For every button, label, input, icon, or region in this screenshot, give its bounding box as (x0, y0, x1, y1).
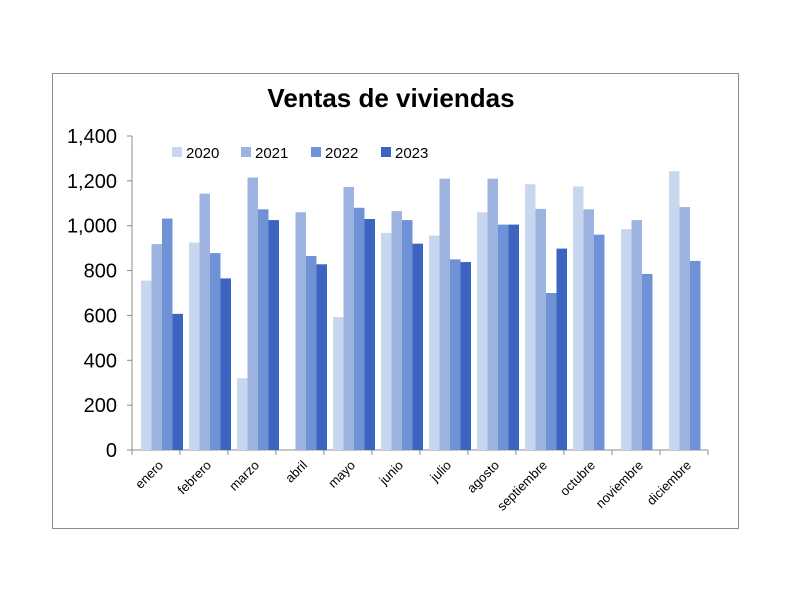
bar-2022-diciembre (690, 260, 701, 450)
bar-2020-julio (429, 235, 440, 450)
bar-2023-febrero (220, 278, 231, 450)
x-tick-label: septiembre (494, 458, 550, 514)
bar-2020-diciembre (669, 171, 680, 450)
bar-2022-mayo (354, 207, 365, 450)
y-tick-label: 600 (84, 305, 117, 327)
bar-2022-octubre (594, 234, 605, 450)
bar-2020-noviembre (621, 229, 632, 450)
legend-label-2022: 2022 (325, 145, 358, 162)
x-tick-label: agosto (464, 458, 502, 496)
legend-label-2021: 2021 (255, 145, 288, 162)
legend-swatch-2022 (311, 147, 321, 157)
y-tick-label: 1,000 (67, 216, 117, 238)
bar-2023-enero (172, 313, 183, 450)
bar-2021-mayo (343, 186, 354, 451)
bar-2022-abril (306, 255, 317, 450)
bar-2022-noviembre (642, 273, 653, 450)
x-tick-label: marzo (226, 458, 262, 494)
bar-2022-marzo (258, 209, 269, 450)
bar-2022-agosto (498, 224, 509, 450)
x-tick-label: octubre (557, 458, 598, 499)
legend-label-2020: 2020 (186, 145, 219, 162)
bar-2020-febrero (189, 242, 200, 450)
bar-2021-junio (391, 211, 402, 450)
x-tick-label: noviembre (593, 458, 647, 512)
bar-2020-mayo (333, 316, 344, 450)
x-tick-label: junio (375, 458, 406, 489)
bar-2021-diciembre (679, 207, 690, 450)
legend-label-2023: 2023 (395, 145, 428, 162)
bar-2020-marzo (237, 378, 248, 450)
bar-2022-junio (402, 220, 413, 450)
y-tick-label: 1,200 (67, 171, 117, 193)
bar-2022-febrero (210, 253, 221, 450)
bar-2022-julio (450, 259, 461, 450)
bar-2021-octubre (583, 209, 594, 450)
x-tick-label: diciembre (644, 458, 694, 508)
x-tick-label: julio (426, 458, 454, 486)
bar-2022-enero (162, 218, 173, 450)
y-tick-label: 800 (84, 261, 117, 283)
legend-swatch-2021 (241, 147, 251, 157)
legend-swatch-2020 (172, 147, 182, 157)
x-tick-label: enero (132, 458, 166, 492)
bar-2020-junio (381, 232, 392, 450)
bar-2020-agosto (477, 212, 488, 450)
bar-2021-enero (151, 244, 162, 450)
bar-2023-julio (460, 262, 471, 450)
bar-2021-febrero (199, 193, 210, 451)
bar-2023-mayo (364, 218, 375, 450)
bar-2020-octubre (573, 186, 584, 450)
x-tick-label: febrero (174, 458, 214, 498)
bar-2023-septiembre (556, 248, 567, 450)
bar-2021-agosto (487, 178, 498, 450)
bar-2022-septiembre (546, 293, 557, 450)
y-tick-label: 0 (106, 440, 117, 462)
bar-2023-agosto (508, 224, 519, 450)
bar-2021-septiembre (535, 208, 546, 450)
chart-title: Ventas de viviendas (267, 83, 514, 113)
bar-2021-marzo (247, 177, 258, 450)
bar-2020-enero (141, 280, 152, 450)
bar-2023-junio (412, 243, 423, 450)
legend: 2020 2021 2022 2023 (172, 145, 428, 162)
bar-2020-septiembre (525, 184, 536, 450)
x-tick-label: mayo (325, 458, 358, 491)
y-tick-label: 200 (84, 395, 117, 417)
legend-swatch-2023 (381, 147, 391, 157)
y-tick-label: 400 (84, 350, 117, 372)
bar-2021-julio (439, 178, 450, 450)
bar-2023-abril (316, 264, 327, 450)
bar-2021-noviembre (631, 220, 642, 450)
bar-2023-marzo (268, 220, 279, 450)
y-tick-label: 1,400 (67, 126, 117, 148)
x-tick-label: abril (282, 457, 310, 485)
bars (141, 171, 701, 451)
bar-2021-abril (295, 212, 306, 450)
